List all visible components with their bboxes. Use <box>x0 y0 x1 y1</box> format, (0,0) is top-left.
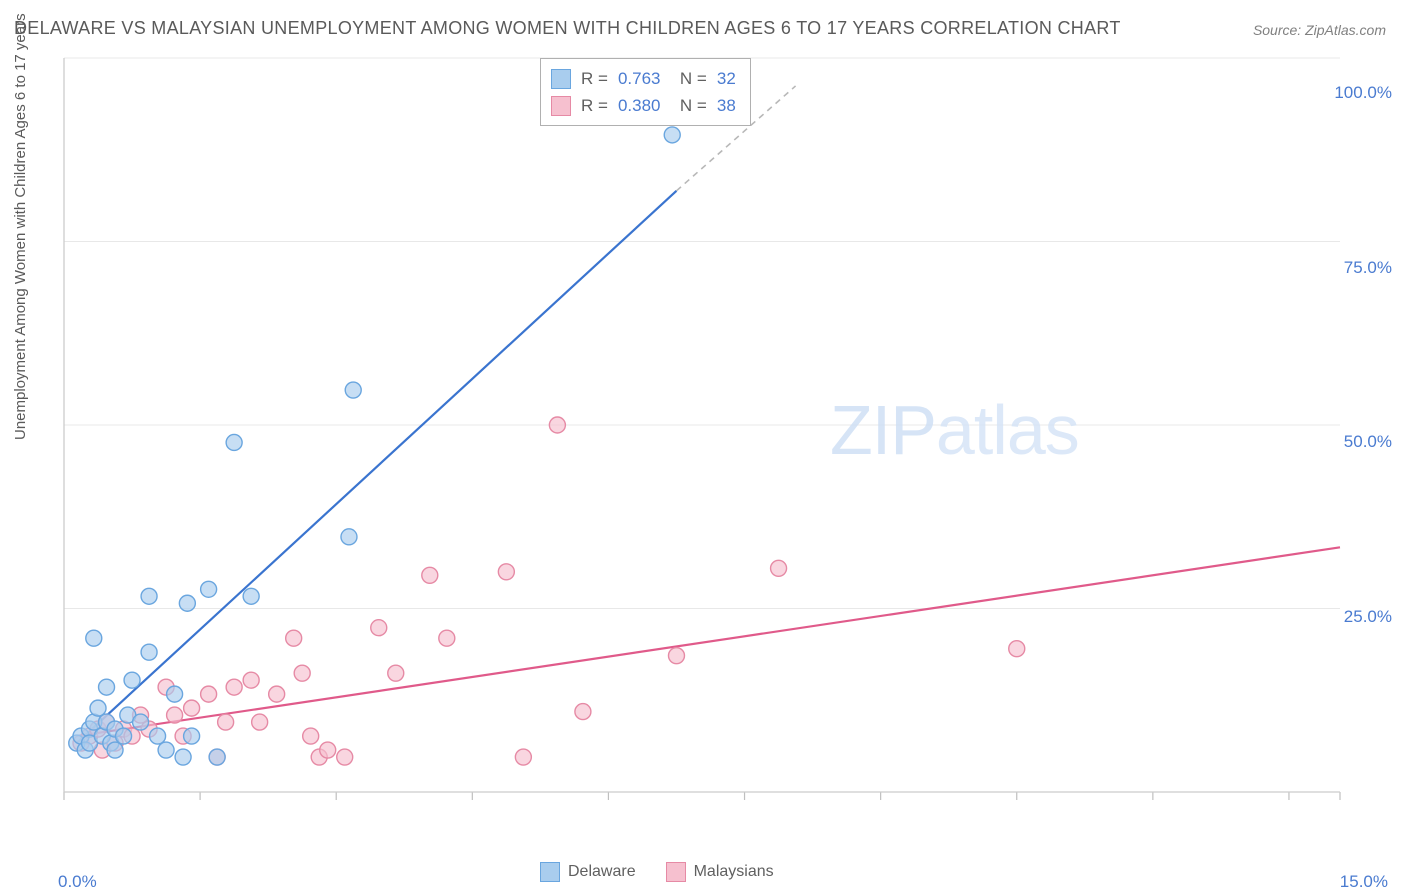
stats-row-malaysians: R = 0.380 N = 38 <box>551 92 736 119</box>
r-value-delaware: 0.763 <box>618 65 661 92</box>
n-value-delaware: 32 <box>717 65 736 92</box>
stats-legend: R = 0.763 N = 32 R = 0.380 N = 38 <box>540 58 751 126</box>
r-value-malaysians: 0.380 <box>618 92 661 119</box>
swatch-delaware <box>551 69 571 89</box>
chart-svg <box>60 52 1380 832</box>
y-tick-label: 75.0% <box>1344 258 1392 278</box>
legend-label-malaysians: Malaysians <box>694 863 774 881</box>
y-tick-label: 100.0% <box>1334 83 1392 103</box>
legend-item-malaysians: Malaysians <box>666 862 774 882</box>
y-axis-label: Unemployment Among Women with Children A… <box>12 13 29 440</box>
x-axis-start-label: 0.0% <box>58 872 97 892</box>
stats-row-delaware: R = 0.763 N = 32 <box>551 65 736 92</box>
legend-label-delaware: Delaware <box>568 863 636 881</box>
swatch-malaysians <box>551 96 571 116</box>
chart-title: DELAWARE VS MALAYSIAN UNEMPLOYMENT AMONG… <box>14 18 1121 39</box>
legend-item-delaware: Delaware <box>540 862 636 882</box>
y-tick-label: 25.0% <box>1344 607 1392 627</box>
y-tick-label: 50.0% <box>1344 432 1392 452</box>
x-axis-end-label: 15.0% <box>1340 872 1388 892</box>
scatter-plot <box>60 52 1380 832</box>
legend-swatch-malaysians <box>666 862 686 882</box>
legend-swatch-delaware <box>540 862 560 882</box>
series-legend: Delaware Malaysians <box>540 862 774 882</box>
source-attribution: Source: ZipAtlas.com <box>1253 22 1386 38</box>
n-value-malaysians: 38 <box>717 92 736 119</box>
